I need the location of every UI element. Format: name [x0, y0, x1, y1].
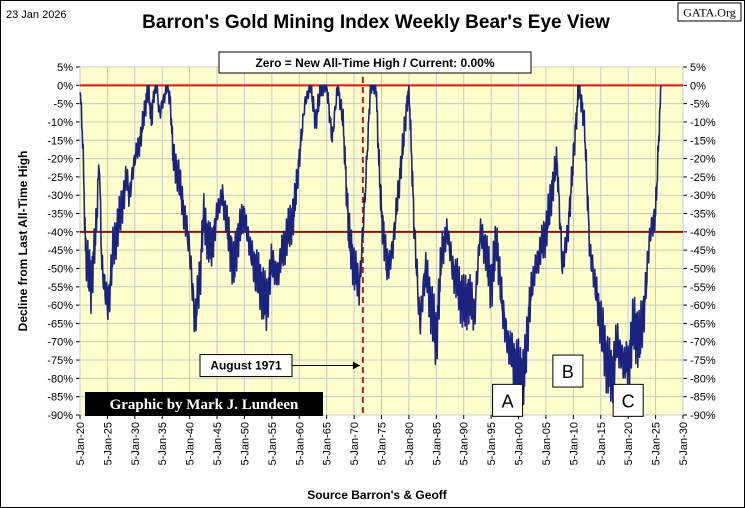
credit-box: Graphic by Mark J. Lundeen [85, 392, 323, 416]
y-tick-label-left: -10% [47, 117, 73, 129]
y-tick-label-right: -50% [690, 263, 716, 275]
x-tick-label: 5-Jan-40 [185, 422, 197, 465]
y-tick-label-left: -35% [47, 209, 73, 221]
y-tick-label-left: -45% [47, 245, 73, 257]
y-tick-label-right: 5% [690, 62, 706, 74]
y-tick-label-left: -15% [47, 135, 73, 147]
credit-box-bg [85, 392, 323, 416]
x-tick-label: 5-Jan-90 [459, 422, 471, 465]
annotation-box [492, 383, 524, 417]
annotation-label: August 1971 [210, 359, 282, 373]
y-tick-label-right: -70% [690, 337, 716, 349]
x-tick-labels: 5-Jan-20 5-Jan-25 5-Jan-30 5-Jan-35 5-Jan-40… [75, 422, 690, 465]
y-tick-label-right: 0% [690, 80, 706, 92]
x-tick-label: 5-Jan-80 [404, 422, 416, 465]
annotation-arrowhead [352, 361, 360, 370]
y-tick-label-right: -35% [690, 209, 716, 221]
x-tick-label: 5-Jan-50 [239, 422, 251, 465]
y-tick-label-right: -30% [690, 190, 716, 202]
annotation-label: B [562, 362, 574, 382]
y-tick-label-right: -20% [690, 154, 716, 166]
x-tick-label: 5-Jan-05 [541, 422, 553, 465]
annotation-august-1971: August 1971 [199, 354, 360, 378]
y-axis-title: Decline from Last All-Time High [16, 151, 30, 332]
y-tick-label-right: -45% [690, 245, 716, 257]
x-tick-label: 5-Jan-20 [623, 422, 635, 465]
source-badge-box [677, 2, 742, 22]
x-tick-label: 5-Jan-25 [651, 422, 663, 465]
y-tick-label-left: -85% [47, 392, 73, 404]
chart-title: Barron's Gold Mining Index Weekly Bear's… [142, 12, 610, 33]
annotation-b: B [552, 354, 584, 388]
decline-series [79, 84, 662, 409]
info-box: Zero = New All-Time High / Current: 0.00… [218, 51, 532, 74]
x-tick-label: 5-Jan-95 [486, 422, 498, 465]
annotation-a: A [492, 383, 524, 417]
x-tick-label: 5-Jan-65 [322, 422, 334, 465]
y-tick-label-left: -90% [47, 410, 73, 422]
y-tick-label-left: -80% [47, 373, 73, 385]
y-tick-label-left: -20% [47, 154, 73, 166]
y-tick-label-right: -55% [690, 282, 716, 294]
x-axis-title: Source Barron's & Geoff [307, 488, 448, 502]
x-tick-label: 5-Jan-25 [102, 422, 114, 465]
x-tick-label: 5-Jan-00 [514, 422, 526, 465]
annotation-c: C [612, 383, 644, 417]
y-tick-label-left: -40% [47, 227, 73, 239]
x-tick-label: 5-Jan-70 [349, 422, 361, 465]
y-tick-label-right: -5% [690, 99, 710, 111]
y-tick-label-left: -65% [47, 318, 73, 330]
x-tick-label: 5-Jan-30 [130, 422, 142, 465]
y-tick-label-left: -5% [53, 99, 73, 111]
x-tick-label: 5-Jan-55 [267, 422, 279, 465]
header-date: 23 Jan 2026 [6, 9, 67, 21]
y-tick-label-right: -90% [690, 410, 716, 422]
annotation-box [612, 383, 644, 417]
x-tick-label: 5-Jan-35 [157, 422, 169, 465]
y-tick-label-right: -15% [690, 135, 716, 147]
y-tick-label-left: -25% [47, 172, 73, 184]
y-tick-label-right: -10% [690, 117, 716, 129]
source-badge: GATA.Org [683, 6, 735, 20]
x-tick-label: 5-Jan-15 [596, 422, 608, 465]
annotation-label: A [502, 391, 514, 411]
y-tick-label-right: -40% [690, 227, 716, 239]
annotation-label: C [622, 391, 635, 411]
y-tick-labels-left: 5% 0% -5% -10% -15% -20% -25% -30% -35% -40% -45% -… [47, 62, 73, 422]
x-tick-label: 5-Jan-60 [294, 422, 306, 465]
y-tick-label-left: -60% [47, 300, 73, 312]
y-tick-label-left: 5% [57, 62, 73, 74]
credit-text: Graphic by Mark J. Lundeen [110, 397, 299, 413]
info-box-text: Zero = New All-Time High / Current: 0.00… [255, 56, 494, 70]
y-tick-label-right: -65% [690, 318, 716, 330]
x-tick-label: 5-Jan-30 [678, 422, 690, 465]
y-tick-label-left: -75% [47, 355, 73, 367]
y-tick-label-left: -55% [47, 282, 73, 294]
y-tick-label-left: -50% [47, 263, 73, 275]
x-tick-label: 5-Jan-75 [377, 422, 389, 465]
y-tick-label-right: -75% [690, 355, 716, 367]
y-tick-labels-right: 5% 0% -5% -10% -15% -20% -25% -30% -35% -40% -45% -… [690, 62, 716, 422]
series-line [79, 84, 662, 409]
annotations: August 1971 A B C [199, 354, 644, 417]
y-tick-label-left: 0% [57, 80, 73, 92]
x-tick-label: 5-Jan-20 [75, 422, 87, 465]
y-tick-label-right: -25% [690, 172, 716, 184]
x-tick-label: 5-Jan-85 [431, 422, 443, 465]
y-tick-label-right: -80% [690, 373, 716, 385]
y-tick-label-left: -30% [47, 190, 73, 202]
x-tick-label: 5-Jan-45 [212, 422, 224, 465]
y-tick-label-right: -60% [690, 300, 716, 312]
y-tick-label-right: -85% [690, 392, 716, 404]
x-tick-label: 5-Jan-10 [568, 422, 580, 465]
y-tick-label-left: -70% [47, 337, 73, 349]
info-box-frame [218, 51, 532, 74]
annotation-box [552, 354, 584, 388]
